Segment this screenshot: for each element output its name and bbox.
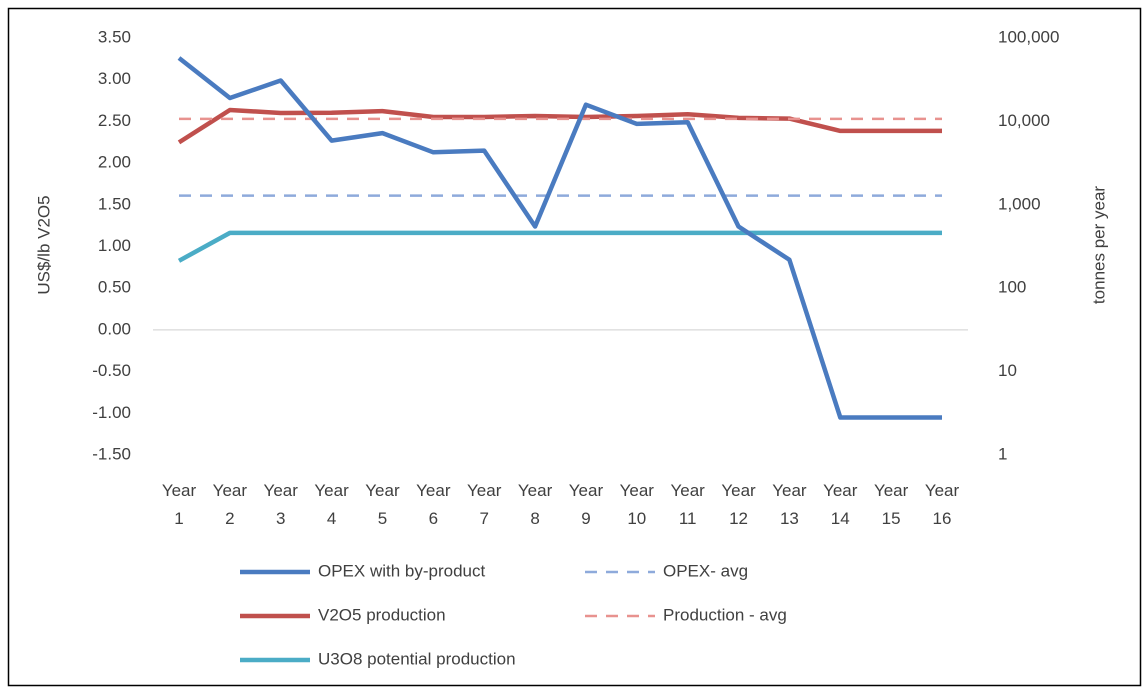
legend-label: Production - avg bbox=[663, 605, 787, 624]
x-tick-label: Year 13 bbox=[772, 481, 807, 528]
x-tick-label: Year 2 bbox=[213, 481, 248, 528]
y-tick-label: 3.50 bbox=[98, 27, 131, 46]
legend-item: Production - avg bbox=[585, 605, 787, 624]
y-tick-label: 2.00 bbox=[98, 153, 131, 172]
x-tick-label: Year 8 bbox=[518, 481, 553, 528]
y-tick-label: -1.50 bbox=[92, 444, 131, 463]
x-tick-label: Year 11 bbox=[670, 481, 705, 528]
x-tick-label: Year 16 bbox=[925, 481, 960, 528]
y-tick-label: 1.50 bbox=[98, 194, 131, 213]
y-axis-title: US$/lb V2O5 bbox=[34, 195, 53, 294]
series-line bbox=[177, 230, 942, 263]
legend-item: U3O8 potential production bbox=[240, 649, 516, 668]
x-tick-label: Year 4 bbox=[314, 481, 349, 528]
y2-tick-label: 1,000 bbox=[998, 194, 1041, 213]
y2-tick-label: 10,000 bbox=[998, 111, 1050, 130]
y-tick-label: 0.50 bbox=[98, 278, 131, 297]
legend-item: OPEX with by-product bbox=[240, 561, 486, 580]
legend-label: OPEX with by-product bbox=[318, 561, 486, 580]
series-line bbox=[177, 56, 942, 420]
x-tick-label: Year 14 bbox=[823, 481, 858, 528]
y-tick-label: 1.00 bbox=[98, 236, 131, 255]
y2-tick-label: 100,000 bbox=[998, 27, 1059, 46]
legend-label: U3O8 potential production bbox=[318, 649, 516, 668]
legend-label: OPEX- avg bbox=[663, 561, 748, 580]
x-tick-label: Year 1 bbox=[162, 481, 197, 528]
y2-axis-title: tonnes per year bbox=[1089, 186, 1108, 304]
y-tick-label: -1.00 bbox=[92, 403, 131, 422]
x-tick-label: Year 9 bbox=[569, 481, 604, 528]
y-tick-label: 3.00 bbox=[98, 69, 131, 88]
legend-label: V2O5 production bbox=[318, 605, 446, 624]
x-tick-label: Year 10 bbox=[620, 481, 655, 528]
x-tick-label: Year 15 bbox=[874, 481, 909, 528]
legend-item: OPEX- avg bbox=[585, 561, 748, 580]
y2-tick-label: 10 bbox=[998, 361, 1017, 380]
x-tick-label: Year 12 bbox=[721, 481, 756, 528]
y-tick-label: -0.50 bbox=[92, 361, 131, 380]
x-tick-label: Year 7 bbox=[467, 481, 502, 528]
chart-border bbox=[7, 7, 1142, 687]
y2-tick-label: 100 bbox=[998, 278, 1026, 297]
x-tick-label: Year 6 bbox=[416, 481, 451, 528]
legend-item: V2O5 production bbox=[240, 605, 446, 624]
x-tick-label: Year 5 bbox=[365, 481, 400, 528]
y-tick-label: 2.50 bbox=[98, 111, 131, 130]
y-tick-label: 0.00 bbox=[98, 319, 131, 338]
y2-tick-label: 1 bbox=[998, 444, 1007, 463]
x-tick-label: Year 3 bbox=[264, 481, 299, 528]
